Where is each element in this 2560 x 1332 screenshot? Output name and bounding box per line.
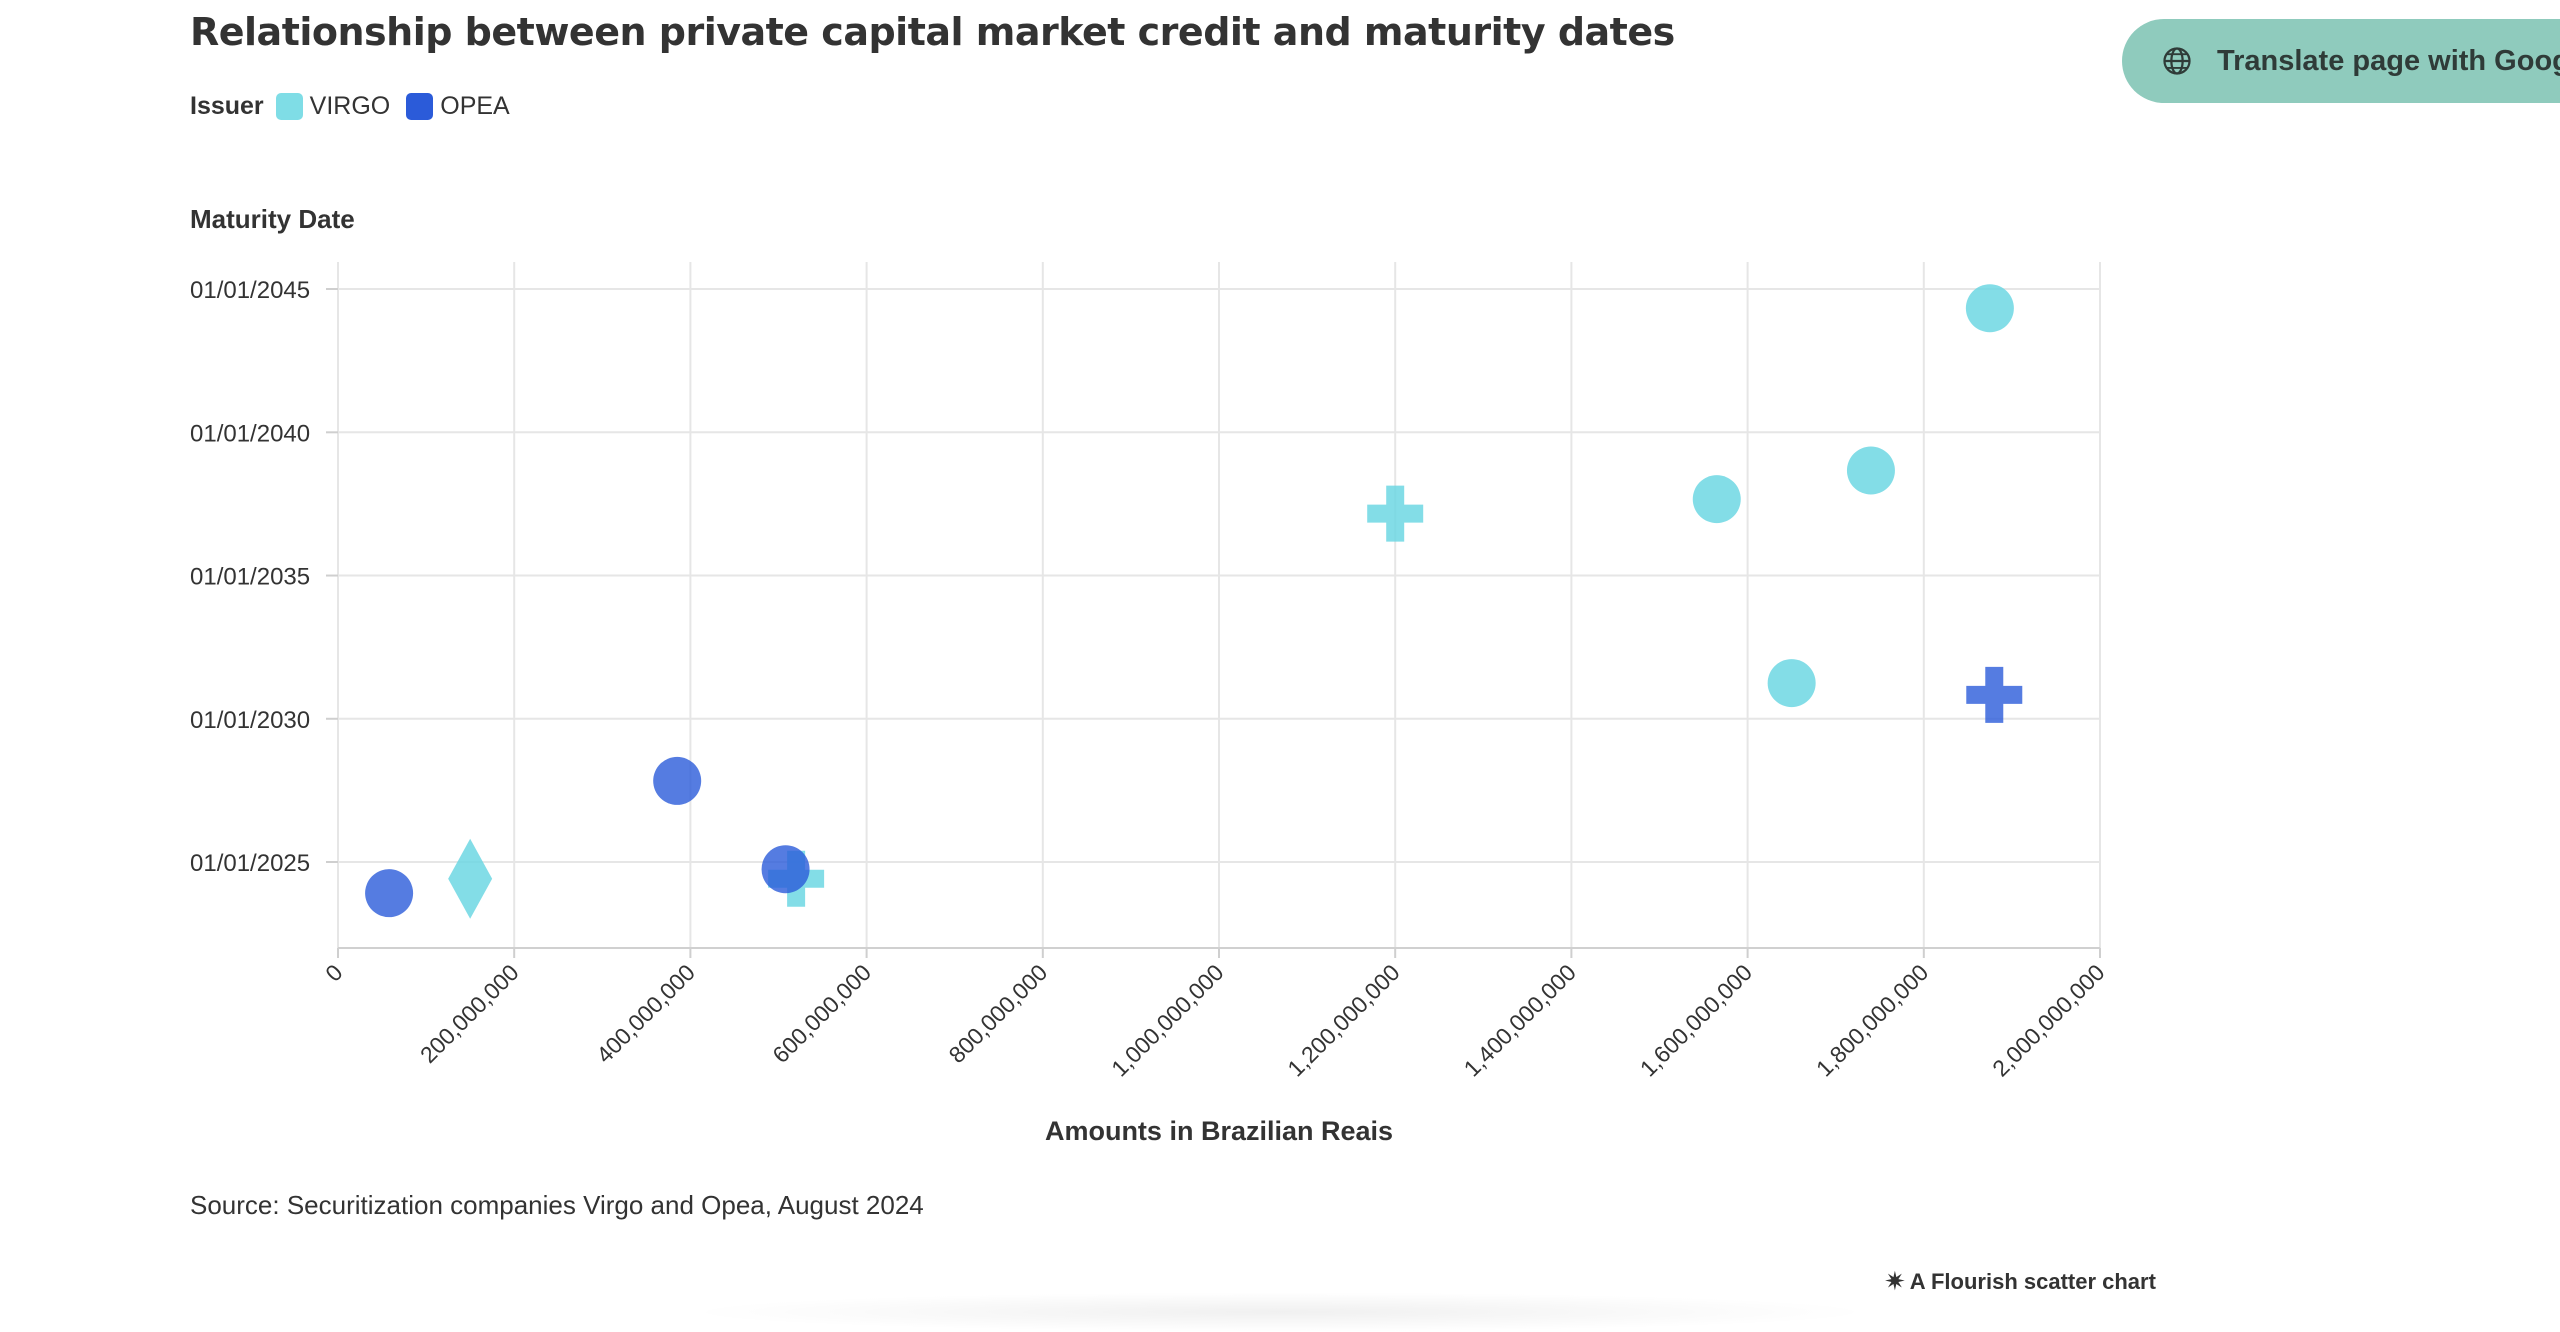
legend-label-virgo: VIRGO	[309, 92, 391, 120]
opea-point-cross[interactable]	[1966, 666, 2023, 723]
y-tick-label: 01/01/2035	[190, 564, 310, 591]
x-tick-label: 1,000,000,000	[1106, 959, 1228, 1081]
grid-lines	[337, 262, 2101, 948]
translate-page-button[interactable]: Translate page with Google	[2122, 19, 2560, 103]
chart-title: Relationship between private capital mar…	[190, 10, 1675, 54]
bottom-shadow	[680, 1292, 1880, 1332]
x-tick-label: 2,000,000,000	[1987, 959, 2109, 1081]
virgo-point-circle[interactable]	[1692, 475, 1741, 524]
opea-point-circle[interactable]	[365, 869, 414, 918]
x-axis-title: Amounts in Brazilian Reais	[1045, 1116, 1393, 1146]
translate-page-label: Translate page with Google	[2217, 44, 2560, 77]
x-tick-label: 800,000,000	[944, 959, 1053, 1068]
legend-swatch-opea	[406, 93, 434, 120]
virgo-point-diamond[interactable]	[448, 838, 493, 919]
y-axis-title: Maturity Date	[190, 204, 355, 234]
virgo-point-cross[interactable]	[1367, 485, 1424, 542]
legend-item-virgo[interactable]: VIRGO	[275, 92, 391, 121]
virgo-point-circle[interactable]	[1965, 284, 2014, 333]
legend-title: Issuer	[190, 92, 264, 120]
opea-point-circle[interactable]	[653, 756, 702, 805]
data-points	[365, 284, 2023, 919]
axes: 0 200,000,000 400,000,000 600,000,000 800,00…	[190, 277, 2110, 1082]
x-tick-label: 1,400,000,000	[1459, 959, 1581, 1081]
legend-swatch-virgo	[275, 93, 303, 120]
scatter-chart: 0 200,000,000 400,000,000 600,000,000 800,00…	[190, 204, 2110, 1146]
y-tick-label: 01/01/2025	[190, 850, 310, 877]
x-tick-label: 400,000,000	[591, 959, 700, 1068]
virgo-point-circle[interactable]	[1846, 446, 1895, 495]
y-tick-label: 01/01/2040	[190, 420, 310, 447]
legend-label-opea: OPEA	[440, 92, 510, 120]
x-tick-label: 1,800,000,000	[1811, 959, 1933, 1081]
x-tick-label: 600,000,000	[767, 959, 876, 1068]
flourish-star-icon: ✷	[1884, 1266, 1906, 1296]
flourish-credit[interactable]: ✷ A Flourish scatter chart	[1884, 1266, 2156, 1297]
x-tick-label: 1,600,000,000	[1635, 959, 1757, 1081]
globe-icon	[2163, 47, 2191, 75]
flourish-credit-label: A Flourish scatter chart	[1909, 1268, 2156, 1294]
x-tick-label: 0	[320, 959, 347, 986]
virgo-point-circle[interactable]	[1767, 659, 1816, 708]
source-note: Source: Securitization companies Virgo a…	[190, 1190, 924, 1220]
x-tick-label: 1,200,000,000	[1282, 959, 1404, 1081]
legend: Issuer VIRGO OPEA	[190, 92, 526, 121]
y-tick-label: 01/01/2030	[190, 707, 310, 734]
y-tick-label: 01/01/2045	[190, 277, 310, 304]
opea-point-circle[interactable]	[761, 845, 810, 894]
x-tick-label: 200,000,000	[415, 959, 524, 1068]
legend-item-opea[interactable]: OPEA	[406, 92, 510, 121]
